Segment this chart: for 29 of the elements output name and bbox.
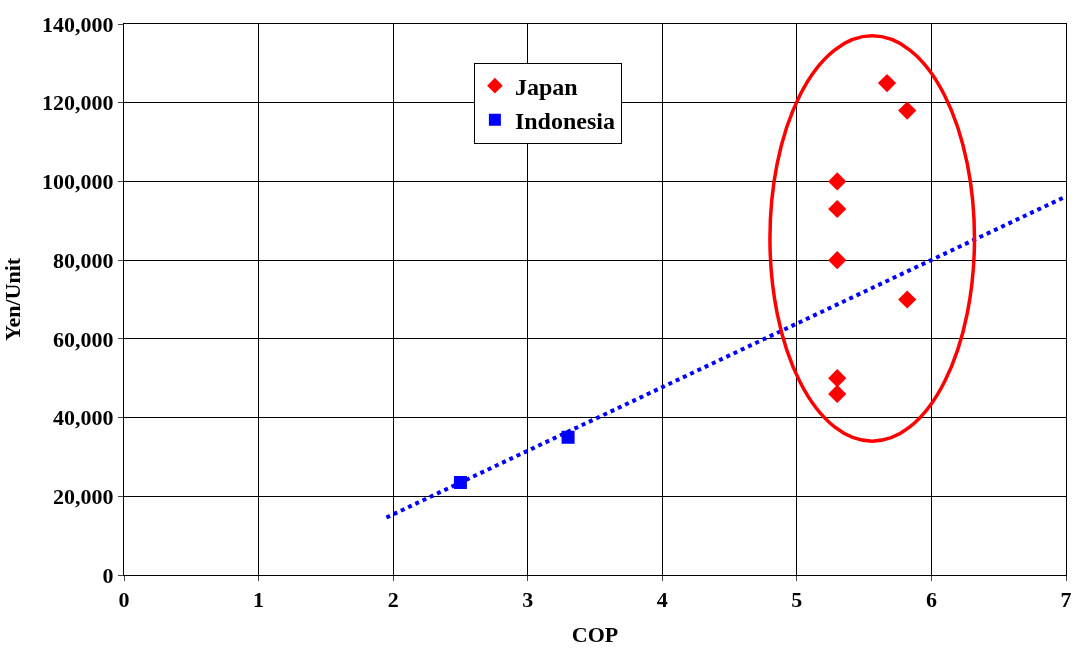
y-tick-label: 140,000	[42, 11, 114, 37]
y-tick-label: 40,000	[53, 405, 114, 431]
x-tick-label: 5	[791, 587, 803, 613]
x-tick-label: 2	[387, 587, 399, 613]
point	[898, 290, 917, 309]
point	[898, 101, 917, 120]
x-tick-label: 1	[253, 587, 265, 613]
x-axis-title: COP	[571, 622, 619, 648]
point	[828, 199, 847, 219]
y-axis-title: Yen/Unit	[0, 257, 25, 342]
legend-label: Indonesia	[514, 108, 615, 135]
y-tick-label: 80,000	[53, 247, 114, 273]
y-tick-label: 60,000	[53, 326, 114, 352]
legend-label: Japan	[514, 74, 578, 101]
point	[877, 73, 897, 93]
y-tick-label: 20,000	[53, 483, 114, 509]
x-tick-label: 6	[925, 587, 937, 613]
x-tick-label: 4	[656, 587, 668, 613]
point	[828, 384, 847, 404]
y-tick-label: 0	[102, 562, 114, 588]
point	[561, 430, 575, 444]
point	[828, 172, 847, 191]
point	[828, 251, 847, 270]
x-tick-label: 0	[118, 587, 130, 613]
x-tick-label: 3	[522, 587, 534, 613]
y-tick-label: 100,000	[42, 169, 114, 195]
x-tick-label: 7	[1060, 587, 1072, 613]
y-tick-label: 120,000	[42, 90, 114, 116]
point	[828, 369, 847, 388]
